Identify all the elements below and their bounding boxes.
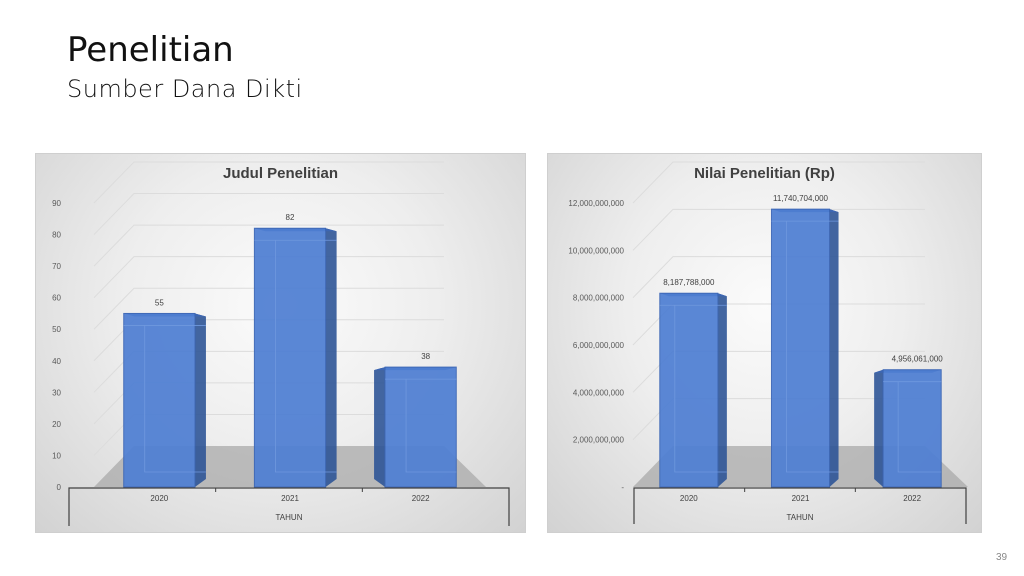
y-tick-label: 60 [52, 294, 61, 303]
x-tick-label: 2022 [412, 494, 430, 503]
y-tick-label: 8,000,000,000 [573, 294, 625, 303]
bar-front [384, 366, 457, 488]
bar-front [882, 369, 942, 488]
x-axis-title: TAHUN [276, 513, 303, 522]
bar-inner-edge [897, 381, 942, 473]
slide-title: Penelitian [67, 30, 234, 70]
data-label: 82 [286, 213, 295, 222]
chart-judul-penelitian: Judul Penelitian 0 10 20 30 40 50 60 70 80 90 55 20… [35, 153, 526, 533]
y-tick-label: 12,000,000,000 [568, 199, 624, 208]
gridline [93, 287, 444, 330]
page-number: 39 [996, 552, 1008, 563]
chart-title: Nilai Penelitian (Rp) [694, 165, 835, 182]
y-tick-label: 10,000,000,000 [568, 246, 624, 255]
gridline [632, 208, 925, 251]
gridline [632, 256, 925, 299]
y-tick-label: 30 [52, 388, 61, 397]
data-label: 55 [155, 298, 164, 307]
x-axis-title: TAHUN [787, 513, 814, 522]
bar [874, 369, 942, 488]
bar-inner-edge [405, 379, 457, 473]
gridline [93, 193, 444, 235]
bar-inner-edge [674, 305, 727, 473]
x-tick-label: 2021 [281, 494, 299, 503]
gridline [93, 224, 444, 267]
bar [770, 208, 839, 488]
bar-side [874, 369, 884, 487]
y-tick-label: 40 [52, 357, 61, 366]
bar-side [325, 228, 337, 487]
bar [253, 227, 337, 488]
bar-inner-edge [786, 221, 839, 473]
y-tick-label: 4,000,000,000 [573, 388, 625, 397]
bar-side [194, 313, 206, 487]
bar-front [253, 227, 327, 488]
bar [659, 292, 727, 488]
y-tick-label: - [621, 483, 624, 492]
x-tick-label: 2021 [792, 494, 810, 503]
data-label: 4,956,061,000 [892, 355, 944, 364]
gridline [632, 161, 925, 204]
bar-side [829, 209, 839, 488]
y-tick-label: 6,000,000,000 [573, 341, 625, 350]
bar [123, 312, 206, 488]
chart-nilai-penelitian: Nilai Penelitian (Rp) - 2,000,000,000 4,00… [547, 153, 982, 533]
bar-inner-edge [144, 325, 206, 473]
data-label: 11,740,704,000 [773, 194, 829, 203]
y-tick-label: 50 [52, 325, 61, 334]
y-tick-label: 90 [52, 199, 61, 208]
chart-title: Judul Penelitian [222, 165, 339, 182]
x-axis-frame [68, 487, 510, 526]
bar-front [123, 312, 196, 488]
chart-canvas: - 2,000,000,000 4,000,000,000 6,000,000,000… [568, 161, 968, 524]
gridline [93, 161, 444, 204]
gridline [93, 256, 444, 299]
bar-front [659, 292, 719, 488]
x-tick-label: 2020 [150, 494, 168, 503]
bar-side [717, 293, 727, 487]
x-axis-frame [633, 487, 967, 524]
x-tick-label: 2022 [903, 494, 921, 503]
bar-inner-edge [274, 240, 337, 473]
data-label: 8,187,788,000 [663, 278, 715, 287]
data-label: 38 [421, 352, 430, 361]
bar-front [770, 208, 831, 488]
y-tick-label: 2,000,000,000 [573, 436, 625, 445]
y-tick-label: 70 [52, 262, 61, 271]
y-tick-label: 80 [52, 231, 61, 240]
y-tick-label: 10 [52, 451, 61, 460]
slide-subtitle: Sumber Dana Dikti [67, 75, 303, 103]
bar-side [374, 367, 386, 487]
y-tick-label: 20 [52, 420, 61, 429]
x-tick-label: 2020 [680, 494, 698, 503]
bar [374, 366, 457, 488]
chart-canvas: 0 10 20 30 40 50 60 70 80 90 55 2020 82 2021 38 2022 TAH… [52, 161, 510, 526]
y-tick-label: 0 [57, 483, 62, 492]
